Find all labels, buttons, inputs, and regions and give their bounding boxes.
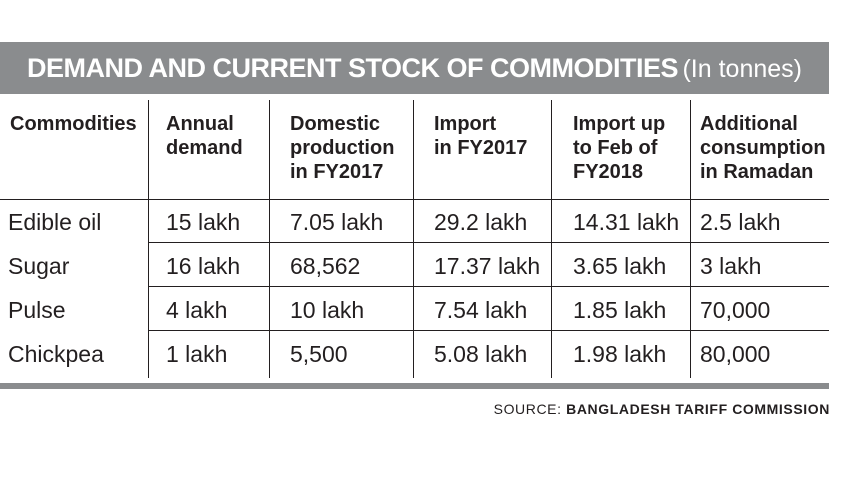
table-cell: 7.05 lakh (290, 209, 384, 235)
table-cell: Chickpea (8, 341, 104, 367)
header-domestic-production: Domestic production in FY2017 (290, 113, 395, 183)
title-banner: DEMAND AND CURRENT STOCK OF COMMODITIES … (0, 42, 829, 94)
row-divider (148, 330, 829, 331)
table-cell: 1 lakh (166, 341, 228, 367)
header-annual-demand: Annual demand (166, 113, 243, 159)
table-cell: 70,000 (700, 297, 771, 323)
table-cell: 4 lakh (166, 297, 228, 323)
table-cell: 17.37 lakh (434, 253, 541, 279)
table-cell: 7.54 lakh (434, 297, 528, 323)
row-divider (148, 286, 829, 287)
header-commodities: Commodities (10, 113, 137, 135)
column-divider (690, 100, 691, 378)
table-cell: 1.98 lakh (573, 341, 667, 367)
table-cell: 1.85 lakh (573, 297, 667, 323)
table-cell: Sugar (8, 253, 70, 279)
header-import-feb-fy2018: Import up to Feb of FY2018 (573, 113, 666, 183)
table-cell: 2.5 lakh (700, 209, 781, 235)
column-divider (148, 100, 149, 378)
row-divider (148, 242, 829, 243)
table-cell: 14.31 lakh (573, 209, 680, 235)
table-cell: Pulse (8, 297, 66, 323)
table-cell: 80,000 (700, 341, 771, 367)
header-additional-consumption: Additional consumption in Ramadan (700, 113, 826, 183)
table-cell: 15 lakh (166, 209, 241, 235)
page-title: DEMAND AND CURRENT STOCK OF COMMODITIES (27, 53, 679, 83)
source-organization: BANGLADESH TARIFF COMMISSION (566, 401, 830, 417)
table-cell: 68,562 (290, 253, 361, 279)
column-divider (269, 100, 270, 378)
source-label: SOURCE: (493, 401, 562, 417)
table-cell: 10 lakh (290, 297, 365, 323)
table-cell: 16 lakh (166, 253, 241, 279)
title-unit: (In tonnes) (682, 55, 802, 83)
column-divider (413, 100, 414, 378)
source-credit: SOURCE: BANGLADESH TARIFF COMMISSION (494, 401, 830, 417)
table-cell: 5.08 lakh (434, 341, 528, 367)
table-cell: 3.65 lakh (573, 253, 667, 279)
table-cell: Edible oil (8, 209, 102, 235)
table-cell: 29.2 lakh (434, 209, 528, 235)
table-cell: 5,500 (290, 341, 348, 367)
bottom-rule (0, 383, 829, 389)
column-divider (551, 100, 552, 378)
header-import-fy2017: Import in FY2017 (434, 113, 528, 159)
table-cell: 3 lakh (700, 253, 762, 279)
header-divider (0, 199, 829, 200)
